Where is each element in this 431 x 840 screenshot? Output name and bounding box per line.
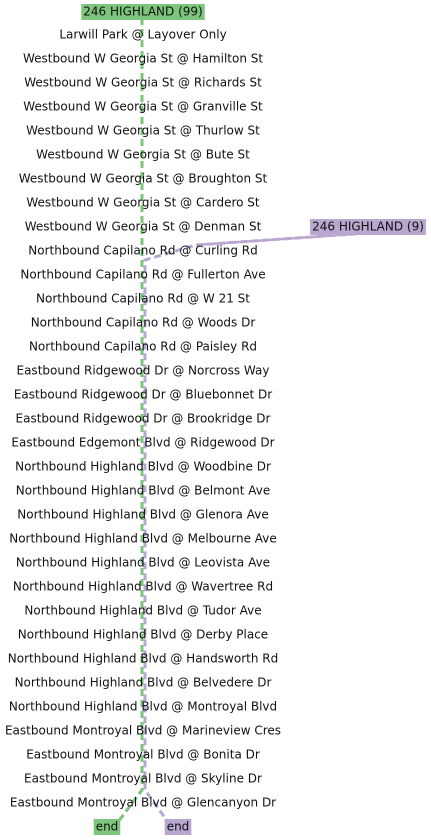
stop-label: Northbound Highland Blvd @ Melbourne Ave [9, 532, 277, 546]
stop-label: Westbound W Georgia St @ Bute St [36, 148, 250, 162]
stop-label: Northbound Highland Blvd @ Derby Place [18, 628, 268, 642]
stop-label: Eastbound Ridgewood Dr @ Brookridge Dr [16, 412, 271, 426]
end-label: end [93, 819, 121, 835]
stop-label: Northbound Capilano Rd @ Woods Dr [31, 316, 256, 330]
stop-label: Northbound Highland Blvd @ Wavertree Rd [13, 580, 273, 594]
stop-label: Westbound W Georgia St @ Granville St [23, 100, 263, 114]
stop-label: Westbound W Georgia St @ Hamilton St [23, 52, 263, 66]
stop-label: Larwill Park @ Layover Only [59, 28, 226, 42]
stop-label: Eastbound Ridgewood Dr @ Bluebonnet Dr [14, 388, 272, 402]
stop-label: Eastbound Montroyal Blvd @ Skyline Dr [24, 772, 262, 786]
end-label: end [164, 819, 192, 835]
stop-label: Northbound Highland Blvd @ Leovista Ave [16, 556, 270, 570]
route-label-box [310, 219, 426, 235]
route-label: 246 HIGHLAND (99) [81, 4, 205, 20]
route-label-text: 246 HIGHLAND (99) [83, 5, 202, 19]
stop-label: Northbound Highland Blvd @ Glenora Ave [17, 508, 268, 522]
stop-label: Westbound W Georgia St @ Thurlow St [26, 124, 260, 138]
end-label-box [93, 819, 121, 835]
stop-label: Northbound Highland Blvd @ Tudor Ave [24, 604, 261, 618]
stop-label: Westbound W Georgia St @ Denman St [25, 220, 262, 234]
end-label-box [164, 819, 192, 835]
stop-label: Eastbound Edgemont Blvd @ Ridgewood Dr [11, 436, 274, 450]
stop-label: Northbound Capilano Rd @ W 21 St [36, 292, 250, 306]
stop-label: Eastbound Montroyal Blvd @ Bonita Dr [26, 748, 260, 762]
stop-label: Eastbound Montroyal Blvd @ Marineview Cr… [5, 724, 281, 738]
route-label: 246 HIGHLAND (9) [310, 219, 426, 235]
stop-label: Eastbound Montroyal Blvd @ Glencanyon Dr [10, 796, 276, 810]
stop-label: Northbound Capilano Rd @ Curling Rd [28, 244, 257, 258]
end-label-text: end [167, 820, 190, 834]
stop-label: Westbound W Georgia St @ Cardero St [26, 196, 259, 210]
stop-label: Eastbound Ridgewood Dr @ Norcross Way [17, 364, 270, 378]
stop-label: Northbound Capilano Rd @ Fullerton Ave [20, 268, 265, 282]
stop-label: Northbound Capilano Rd @ Paisley Rd [29, 340, 257, 354]
route-label-box [81, 4, 205, 20]
end-label-text: end [96, 820, 119, 834]
stop-label: Westbound W Georgia St @ Richards St [24, 76, 262, 90]
stop-label: Northbound Highland Blvd @ Woodbine Dr [15, 460, 271, 474]
route-line-99 [116, 18, 144, 823]
stop-label: Northbound Highland Blvd @ Belmont Ave [16, 484, 270, 498]
route-label-text: 246 HIGHLAND (9) [312, 220, 424, 234]
stop-label: Northbound Highland Blvd @ Belvedere Dr [15, 676, 272, 690]
stop-label: Westbound W Georgia St @ Broughton St [19, 172, 268, 186]
stop-label: Northbound Highland Blvd @ Montroyal Blv… [9, 700, 277, 714]
stop-label: Northbound Highland Blvd @ Handsworth Rd [8, 652, 278, 666]
